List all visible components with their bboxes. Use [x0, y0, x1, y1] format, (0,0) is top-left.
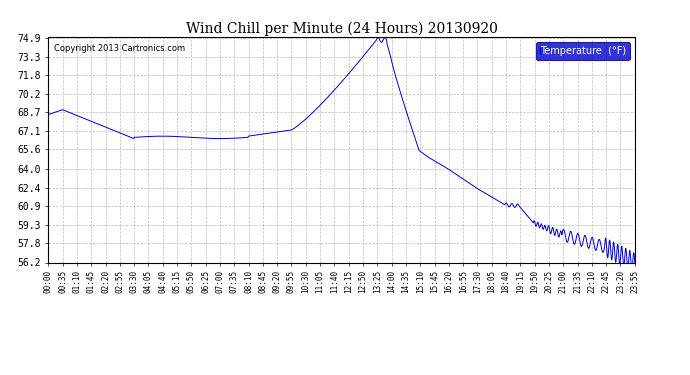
Text: Copyright 2013 Cartronics.com: Copyright 2013 Cartronics.com: [55, 44, 186, 53]
Title: Wind Chill per Minute (24 Hours) 20130920: Wind Chill per Minute (24 Hours) 2013092…: [186, 22, 497, 36]
Legend: Temperature  (°F): Temperature (°F): [536, 42, 630, 60]
